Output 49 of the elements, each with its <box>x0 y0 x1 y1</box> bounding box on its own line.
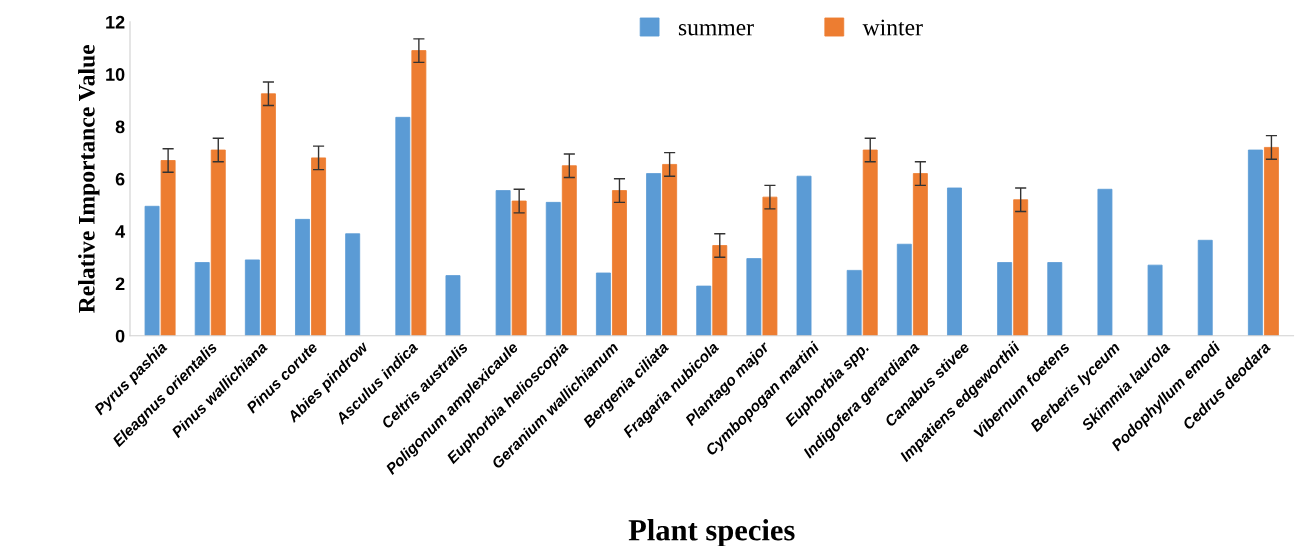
bar <box>1013 199 1029 336</box>
bar <box>545 201 561 336</box>
bar <box>796 175 812 336</box>
bar <box>1247 149 1263 336</box>
bar <box>244 259 260 336</box>
y-tick-label: 2 <box>115 277 125 291</box>
bar <box>395 116 411 336</box>
bar <box>1197 239 1213 336</box>
bar <box>495 190 511 336</box>
bar <box>144 205 160 336</box>
y-tick-label: 10 <box>106 68 125 81</box>
y-tick-label: 0 <box>115 329 125 343</box>
bar <box>896 243 912 336</box>
bar <box>194 262 210 336</box>
bar <box>1047 262 1063 336</box>
bar <box>411 50 427 336</box>
bar <box>1147 264 1163 336</box>
bar <box>561 165 577 336</box>
bar <box>612 190 627 336</box>
legend-label: winter <box>862 19 923 36</box>
y-tick-label: 8 <box>115 120 125 134</box>
bar <box>160 160 176 336</box>
bar <box>1263 147 1279 336</box>
bar <box>997 262 1013 336</box>
bar <box>1097 188 1113 336</box>
bar <box>311 157 327 336</box>
bar <box>295 218 310 336</box>
bar <box>662 164 678 336</box>
bar <box>862 149 878 336</box>
bar <box>260 93 276 336</box>
bar <box>696 285 712 336</box>
legend-label: summer <box>678 24 754 36</box>
bar <box>746 258 762 336</box>
bar <box>595 272 611 336</box>
bar <box>511 200 527 336</box>
bar <box>210 149 226 336</box>
bar <box>646 173 662 336</box>
bar <box>846 269 862 336</box>
bar <box>345 233 361 336</box>
y-axis-title: Relative Importance Value <box>78 44 100 313</box>
bar <box>947 187 962 336</box>
x-axis-title: Plant species <box>628 519 795 546</box>
y-tick-label: 6 <box>115 172 125 186</box>
y-tick-label: 4 <box>115 225 126 238</box>
y-tick-label: 12 <box>106 15 125 29</box>
bar <box>712 245 728 336</box>
bar <box>445 275 461 336</box>
bar <box>912 173 928 336</box>
bar <box>762 196 778 336</box>
